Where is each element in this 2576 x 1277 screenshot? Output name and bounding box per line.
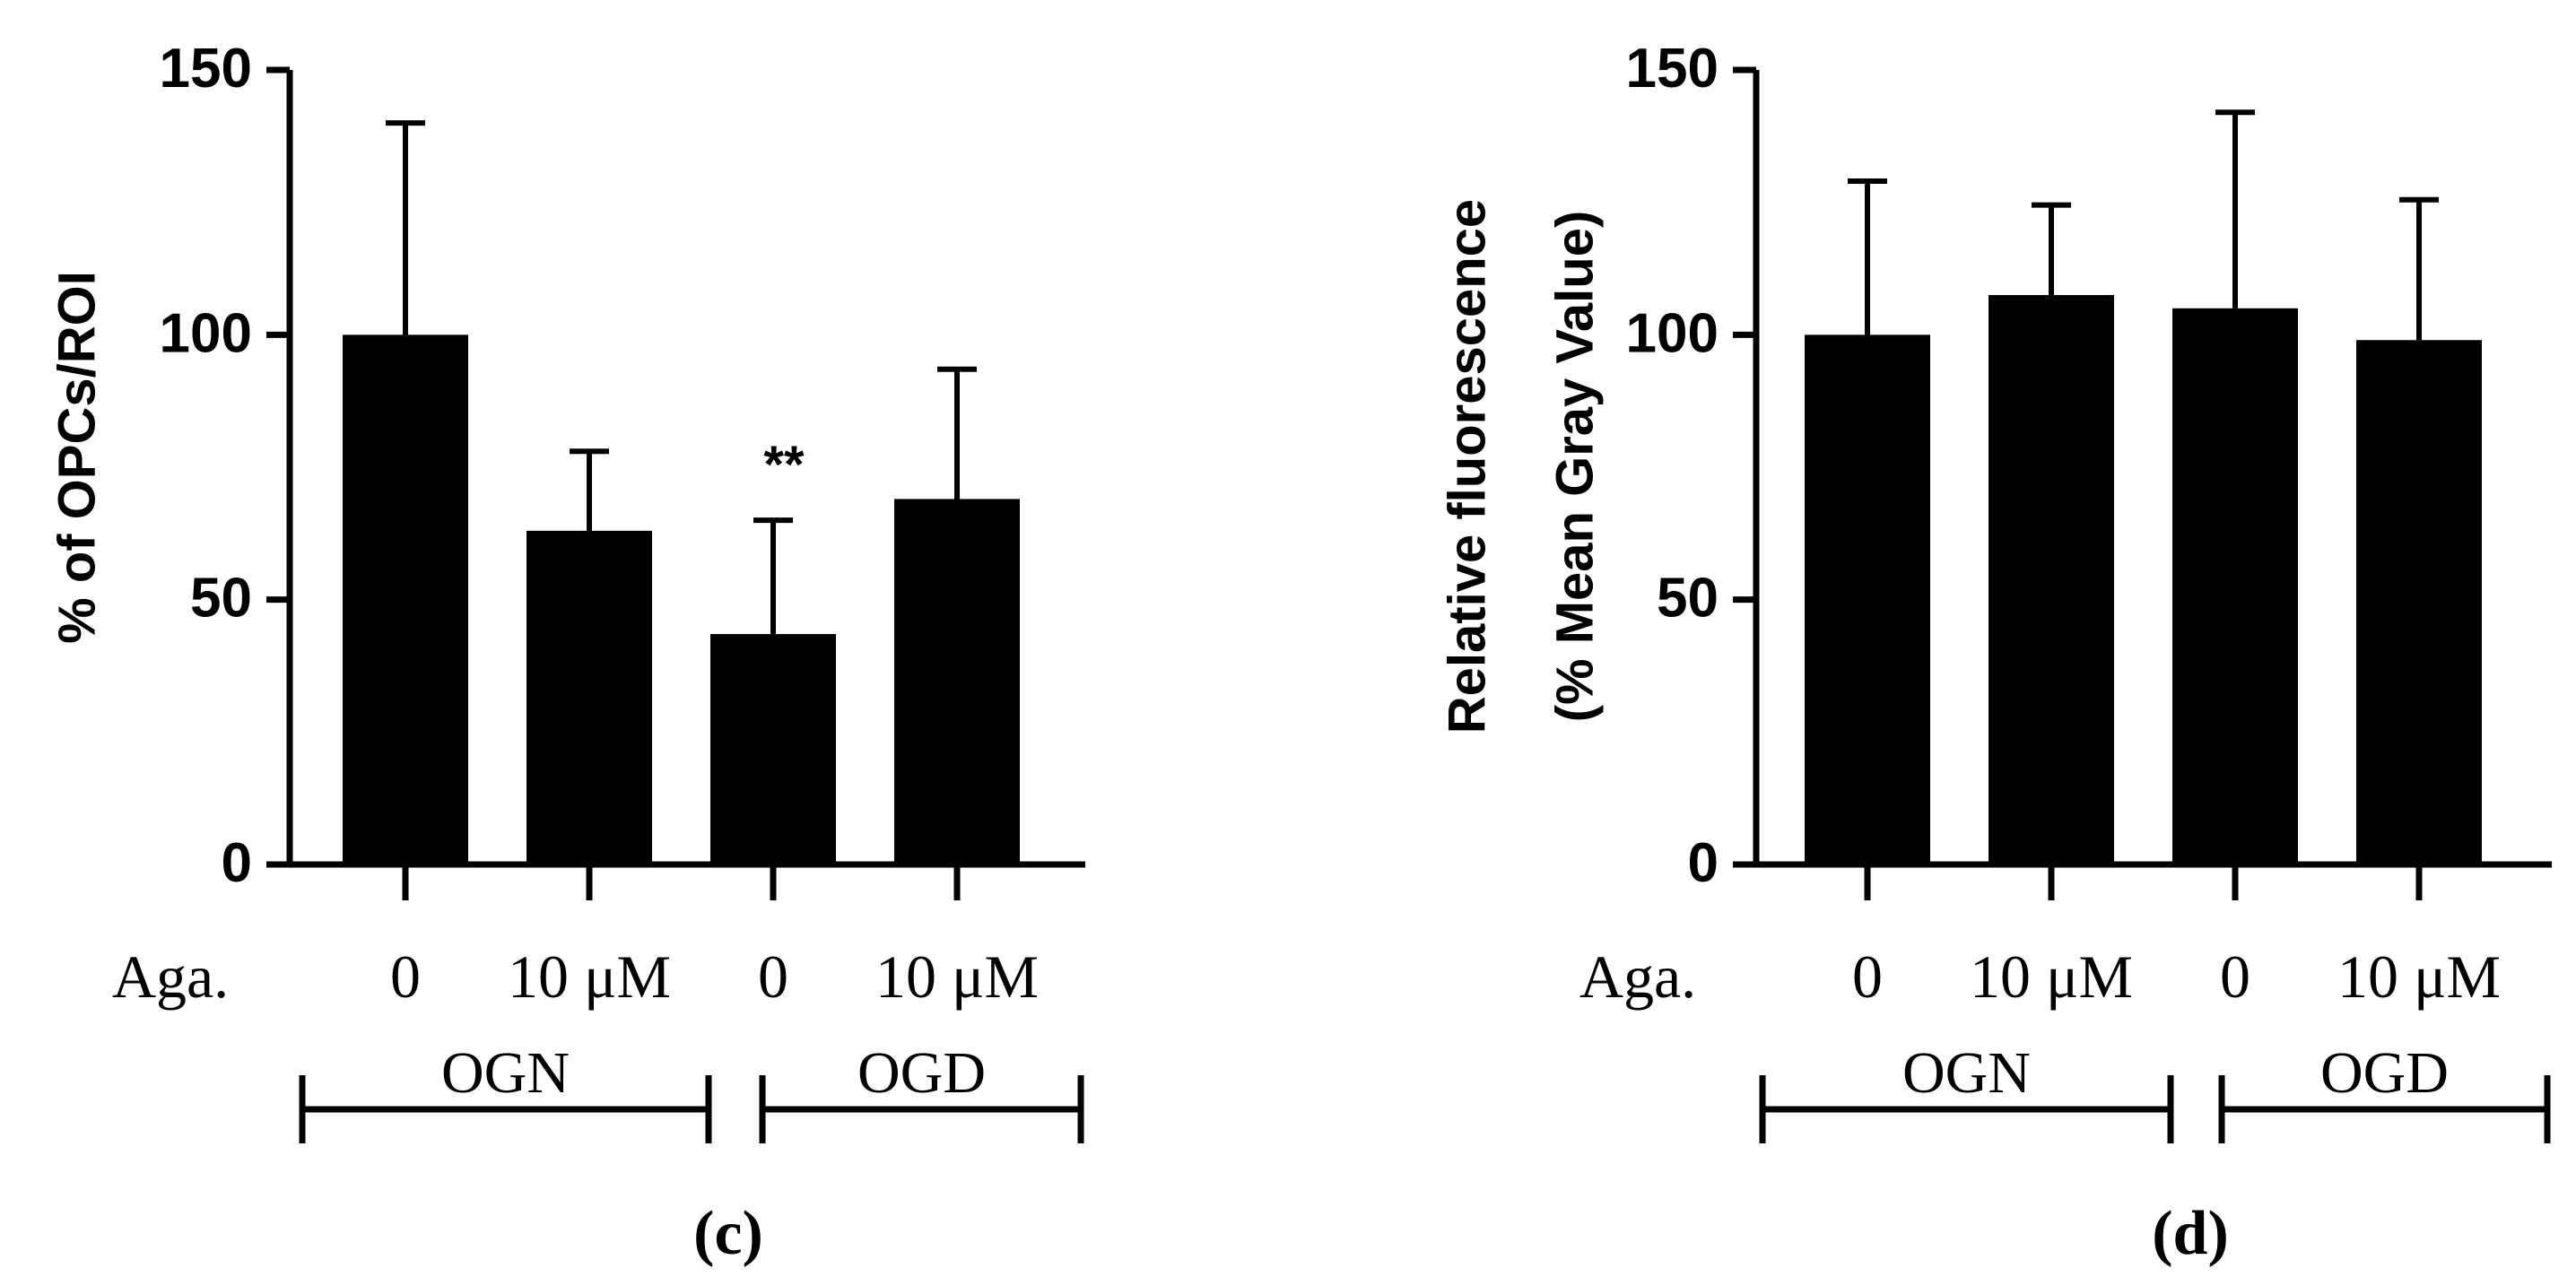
bar [1805, 334, 1930, 864]
y-axis-title: Relative fluorescence [1438, 199, 1496, 734]
panel-label: (c) [693, 1199, 763, 1268]
bar [894, 499, 1020, 864]
x-tick-label: 0 [758, 943, 788, 1011]
bar [343, 334, 468, 864]
bar [2356, 340, 2482, 864]
group-label: OGN [441, 1040, 570, 1106]
y-tick-label: 0 [1688, 832, 1719, 894]
x-tick-label: 0 [2220, 943, 2250, 1011]
y-axis-title: % of OPCs/ROI [48, 271, 106, 644]
bar [527, 530, 652, 864]
panel-label: (d) [2152, 1199, 2229, 1268]
y-tick-label: 100 [160, 302, 252, 364]
x-tick-label: 10 μM [508, 943, 671, 1011]
bar [710, 634, 836, 864]
x-tick-label: 10 μM [2337, 943, 2501, 1011]
row-label: Aga. [112, 943, 229, 1011]
bar [2172, 308, 2298, 864]
bar [1989, 295, 2114, 864]
x-tick-label: 0 [1852, 943, 1883, 1011]
y-tick-label: 0 [222, 832, 252, 894]
y-tick-label: 50 [1657, 568, 1719, 630]
y-tick-label: 150 [1626, 38, 1719, 100]
group-label: OGD [857, 1040, 986, 1106]
x-tick-label: 10 μM [875, 943, 1039, 1011]
y-tick-label: 150 [160, 38, 252, 100]
x-tick-label: 10 μM [1970, 943, 2133, 1011]
row-label: Aga. [1580, 943, 1696, 1011]
panel-d: 0 50 100 150 Relative fluorescence (% Mean Gr… [1438, 38, 2552, 1268]
group-label: OGD [2320, 1040, 2449, 1106]
y-axis-title: (% Mean Gray Value) [1545, 211, 1604, 723]
y-tick-label: 100 [1626, 302, 1719, 364]
y-tick-label: 50 [190, 568, 252, 630]
significance-label: ** [763, 436, 805, 494]
x-tick-label: 0 [390, 943, 421, 1011]
panel-c: 0 50 100 150 % of OPCs/ROI 0 10 μM 0 ** 10 μM Aga.… [48, 38, 1085, 1268]
group-label: OGN [1902, 1040, 2031, 1106]
